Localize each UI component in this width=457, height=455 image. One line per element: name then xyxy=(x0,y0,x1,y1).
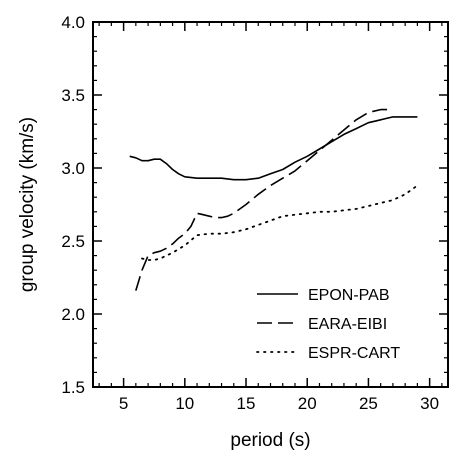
axes: 5 10 15 20 25 30 1.5 2.0 2.5 3.0 3.5 4.0 xyxy=(61,13,449,413)
y-axis-label: group velocity (km/s) xyxy=(17,117,38,292)
x-tick-label: 25 xyxy=(359,394,378,413)
x-tick-label: 20 xyxy=(298,394,317,413)
series-line-1 xyxy=(129,116,418,181)
y-tick-label: 3.0 xyxy=(61,159,85,178)
series-line-2 xyxy=(135,108,393,291)
x-tick-label: 10 xyxy=(175,394,194,413)
x-axis-label: period (s) xyxy=(230,430,310,451)
x-tick-label: 15 xyxy=(237,394,256,413)
x-tick-label: 5 xyxy=(119,394,128,413)
y-tick-label: 3.5 xyxy=(61,86,85,105)
plot-area xyxy=(129,108,419,291)
legend-label-1: EPON-PAB xyxy=(308,287,390,304)
y-tick-label: 4.0 xyxy=(61,13,85,32)
legend-label-3: ESPR-CART xyxy=(308,345,400,362)
legend: EPON-PAB EARA-EIBI ESPR-CART xyxy=(256,287,400,362)
y-tick-label: 2.0 xyxy=(61,305,85,324)
series-line-3 xyxy=(141,184,419,261)
y-tick-label: 1.5 xyxy=(61,378,85,397)
legend-label-2: EARA-EIBI xyxy=(308,316,387,333)
x-tick-label: 30 xyxy=(420,394,439,413)
y-tick-label: 2.5 xyxy=(61,232,85,251)
